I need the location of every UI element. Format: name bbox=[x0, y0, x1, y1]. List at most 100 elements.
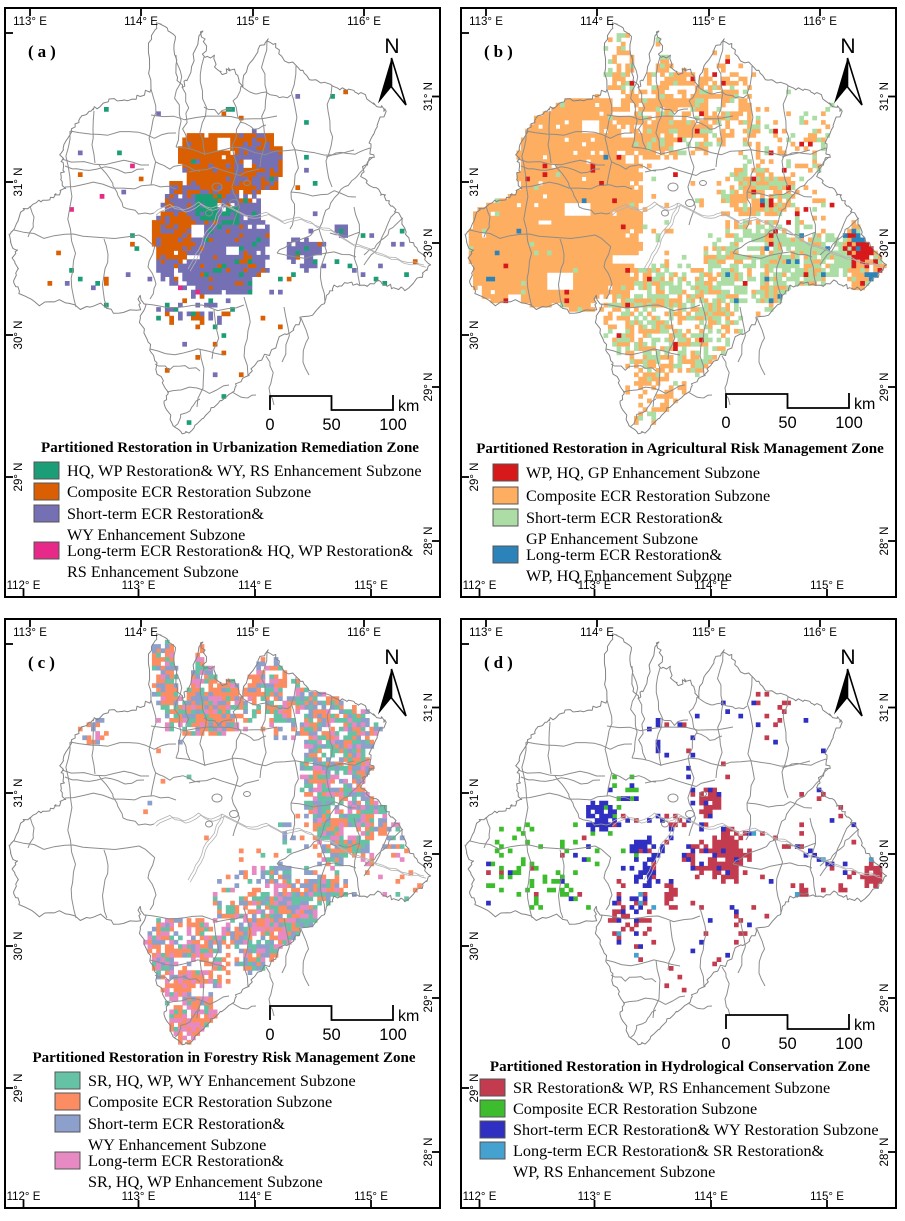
svg-text:112° E: 112° E bbox=[7, 1191, 41, 1203]
svg-text:29° N: 29° N bbox=[879, 373, 891, 402]
svg-text:0: 0 bbox=[721, 1035, 730, 1053]
svg-text:Partitioned Restoration in Agr: Partitioned Restoration in Agricultural … bbox=[476, 441, 884, 457]
svg-text:112° E: 112° E bbox=[7, 580, 41, 592]
svg-text:100: 100 bbox=[835, 1035, 863, 1053]
svg-text:N: N bbox=[384, 35, 399, 58]
svg-text:Composite ECR Restoration Subz: Composite ECR Restoration Subzone bbox=[526, 487, 770, 505]
svg-text:113° E: 113° E bbox=[13, 627, 47, 639]
svg-text:31° N: 31° N bbox=[423, 82, 435, 111]
svg-text:29° N: 29° N bbox=[13, 463, 25, 492]
svg-text:28° N: 28° N bbox=[879, 1138, 891, 1167]
svg-text:30° N: 30° N bbox=[423, 229, 435, 258]
svg-text:(d): (d) bbox=[484, 653, 517, 672]
svg-text:31° N: 31° N bbox=[13, 779, 25, 808]
svg-text:Partitioned Restoration in Urb: Partitioned Restoration in Urbanization … bbox=[41, 440, 419, 456]
svg-text:Long-term ECR Restoration&: Long-term ECR Restoration& bbox=[526, 546, 722, 564]
svg-text:114° E: 114° E bbox=[124, 627, 158, 639]
svg-text:30° N: 30° N bbox=[879, 229, 891, 258]
svg-text:Short-term ECR Restoration&: Short-term ECR Restoration& bbox=[88, 1115, 285, 1133]
svg-text:29° N: 29° N bbox=[423, 984, 435, 1013]
svg-text:100: 100 bbox=[835, 414, 863, 432]
svg-text:116° E: 116° E bbox=[347, 627, 381, 639]
svg-text:31° N: 31° N bbox=[879, 82, 891, 111]
svg-text:115° E: 115° E bbox=[236, 627, 270, 639]
svg-text:116° E: 116° E bbox=[803, 627, 837, 639]
svg-text:km: km bbox=[854, 396, 875, 413]
svg-text:Short-term ECR Restoration&: Short-term ECR Restoration& bbox=[67, 505, 264, 523]
svg-text:HQ, WP Restoration& WY, RS Enh: HQ, WP Restoration& WY, RS Enhancement S… bbox=[67, 462, 422, 480]
svg-text:114° E: 114° E bbox=[238, 580, 272, 592]
svg-text:113° E: 113° E bbox=[122, 580, 156, 592]
svg-text:N: N bbox=[384, 646, 399, 669]
svg-text:30° N: 30° N bbox=[13, 932, 25, 961]
svg-text:Long-term ECR Restoration& HQ,: Long-term ECR Restoration& HQ, WP Restor… bbox=[67, 542, 414, 560]
svg-text:Short-term ECR Restoration& WY: Short-term ECR Restoration& WY Restorati… bbox=[513, 1121, 879, 1139]
svg-text:Composite ECR Restoration Subz: Composite ECR Restoration Subzone bbox=[88, 1093, 332, 1111]
svg-text:31° N: 31° N bbox=[13, 168, 25, 197]
svg-text:28° N: 28° N bbox=[879, 527, 891, 556]
svg-text:112° E: 112° E bbox=[463, 580, 497, 592]
svg-text:115° E: 115° E bbox=[236, 16, 270, 28]
svg-text:WP, HQ Enhancement Subzone: WP, HQ Enhancement Subzone bbox=[526, 567, 732, 585]
svg-text:WY Enhancement Subzone: WY Enhancement Subzone bbox=[67, 526, 245, 544]
svg-text:113° E: 113° E bbox=[578, 1191, 612, 1203]
svg-text:30° N: 30° N bbox=[469, 932, 481, 961]
svg-text:SR Restoration& WP, RS Enhance: SR Restoration& WP, RS Enhancement Subzo… bbox=[513, 1079, 830, 1097]
svg-text:114° E: 114° E bbox=[124, 16, 158, 28]
svg-text:114° E: 114° E bbox=[580, 627, 614, 639]
svg-text:115° E: 115° E bbox=[810, 1191, 844, 1203]
svg-text:Partitioned Restoration in For: Partitioned Restoration in Forestry Risk… bbox=[32, 1050, 415, 1066]
svg-text:113° E: 113° E bbox=[578, 580, 612, 592]
svg-text:SR, HQ, WP Enhancement Subzone: SR, HQ, WP Enhancement Subzone bbox=[88, 1173, 323, 1191]
svg-text:113° E: 113° E bbox=[469, 16, 503, 28]
svg-text:114° E: 114° E bbox=[580, 16, 614, 28]
svg-text:115° E: 115° E bbox=[692, 627, 726, 639]
svg-text:0: 0 bbox=[721, 414, 730, 432]
svg-text:30° N: 30° N bbox=[879, 840, 891, 869]
svg-text:115° E: 115° E bbox=[810, 580, 844, 592]
svg-text:28° N: 28° N bbox=[423, 527, 435, 556]
svg-text:(b): (b) bbox=[484, 42, 517, 61]
svg-text:Short-term ECR Restoration&: Short-term ECR Restoration& bbox=[526, 509, 723, 527]
svg-text:WP, RS Enhancement Subzone: WP, RS Enhancement Subzone bbox=[513, 1163, 715, 1181]
svg-text:116° E: 116° E bbox=[347, 16, 381, 28]
svg-text:115° E: 115° E bbox=[692, 16, 726, 28]
svg-text:29° N: 29° N bbox=[469, 1074, 481, 1103]
svg-text:115° E: 115° E bbox=[354, 1191, 388, 1203]
svg-text:113° E: 113° E bbox=[13, 16, 47, 28]
svg-text:(c): (c) bbox=[28, 653, 59, 672]
svg-text:km: km bbox=[854, 1017, 875, 1034]
svg-text:100: 100 bbox=[379, 416, 407, 434]
svg-text:km: km bbox=[398, 1008, 419, 1025]
svg-text:31° N: 31° N bbox=[469, 779, 481, 808]
svg-text:Composite ECR Restoration Subz: Composite ECR Restoration Subzone bbox=[67, 483, 311, 501]
svg-text:114° E: 114° E bbox=[694, 580, 728, 592]
svg-text:100: 100 bbox=[379, 1026, 407, 1044]
svg-text:30° N: 30° N bbox=[469, 321, 481, 350]
svg-text:N: N bbox=[840, 35, 855, 58]
svg-text:116° E: 116° E bbox=[803, 16, 837, 28]
svg-text:(a): (a) bbox=[28, 42, 60, 61]
svg-text:30° N: 30° N bbox=[13, 321, 25, 350]
svg-text:WY Enhancement Subzone: WY Enhancement Subzone bbox=[88, 1136, 266, 1154]
svg-text:114° E: 114° E bbox=[238, 1191, 272, 1203]
svg-text:31° N: 31° N bbox=[879, 693, 891, 722]
svg-text:29° N: 29° N bbox=[879, 984, 891, 1013]
svg-text:29° N: 29° N bbox=[423, 373, 435, 402]
svg-text:GP Enhancement Subzone: GP Enhancement Subzone bbox=[526, 530, 698, 548]
svg-text:114° E: 114° E bbox=[694, 1191, 728, 1203]
svg-text:WP, HQ, GP Enhancement Subzone: WP, HQ, GP Enhancement Subzone bbox=[526, 464, 760, 482]
svg-text:31° N: 31° N bbox=[469, 168, 481, 197]
svg-text:0: 0 bbox=[265, 1026, 274, 1044]
svg-text:50: 50 bbox=[322, 1026, 340, 1044]
svg-text:N: N bbox=[840, 646, 855, 669]
svg-text:50: 50 bbox=[778, 414, 796, 432]
svg-text:Composite ECR Restoration Subz: Composite ECR Restoration Subzone bbox=[513, 1100, 757, 1118]
svg-text:30° N: 30° N bbox=[423, 840, 435, 869]
svg-text:50: 50 bbox=[322, 416, 340, 434]
svg-text:113° E: 113° E bbox=[469, 627, 503, 639]
svg-text:115° E: 115° E bbox=[354, 580, 388, 592]
svg-text:29° N: 29° N bbox=[13, 1074, 25, 1103]
svg-text:112° E: 112° E bbox=[463, 1191, 497, 1203]
svg-text:km: km bbox=[398, 398, 419, 415]
